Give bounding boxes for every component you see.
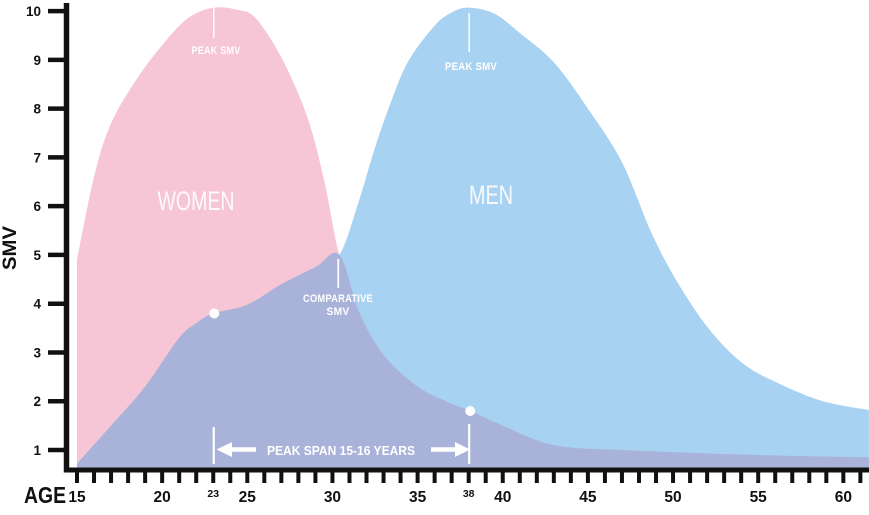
left-arrow-head-icon [216,442,232,457]
y-tick-label: 10 [26,4,41,19]
y-tick-label: 8 [33,102,41,117]
y-tick-label: 6 [33,199,41,214]
comparative-smv-label-line2: SMV [327,306,350,318]
x-tick-label: 45 [579,489,597,506]
y-tick-label: 5 [33,248,41,263]
x-axis: 15 20 25 30 35 40 45 50 55 60 23 38 [64,467,869,506]
y-tick-label: 9 [33,53,41,68]
y-tick-label: 2 [33,394,41,409]
x-tick-label: 20 [154,489,171,506]
y-tick-label: 4 [33,297,41,312]
y-axis: 10 9 8 7 6 5 4 3 2 1 [26,3,70,473]
x-tick-label: 35 [409,489,427,506]
comparative-smv-label-line1: COMPARATIVE [303,293,373,305]
x-tick-label: 25 [239,489,257,506]
curves-overlap-area [77,252,869,470]
y-tick-label: 7 [33,150,41,165]
men-peak-label: PEAK SMV [445,61,497,73]
y-tick-label: 3 [33,345,41,360]
x-tick-label: 50 [664,489,681,506]
y-axis-title: SMV [0,226,21,270]
annotations: PEAK SMV PEAK SMV WOMEN MEN COMPARATIVE … [158,2,513,464]
right-arrow-head-icon [455,442,470,457]
men-smv-at-women-peak-dot [209,308,220,319]
women-area-label: WOMEN [158,186,235,216]
x-tick-label: 30 [324,489,341,506]
women-smv-at-men-peak-dot [465,405,476,416]
x-tick-label: 55 [750,489,768,506]
x-axis-title: AGE [24,482,66,508]
x-tick-label: 40 [494,489,511,506]
peak-span-label: PEAK SPAN 15-16 YEARS [267,443,415,458]
x-tick-label: 60 [835,489,852,506]
women-peak-label: PEAK SMV [192,45,241,57]
y-tick-label: 1 [33,443,41,458]
men-area-label: MEN [469,180,513,210]
x-tick-label: 15 [68,489,86,506]
x-special-tick-label: 38 [463,488,475,500]
peak-span-left-arrow [216,442,256,457]
peak-span-right-arrow [431,442,470,457]
x-special-tick-label: 23 [207,488,219,500]
